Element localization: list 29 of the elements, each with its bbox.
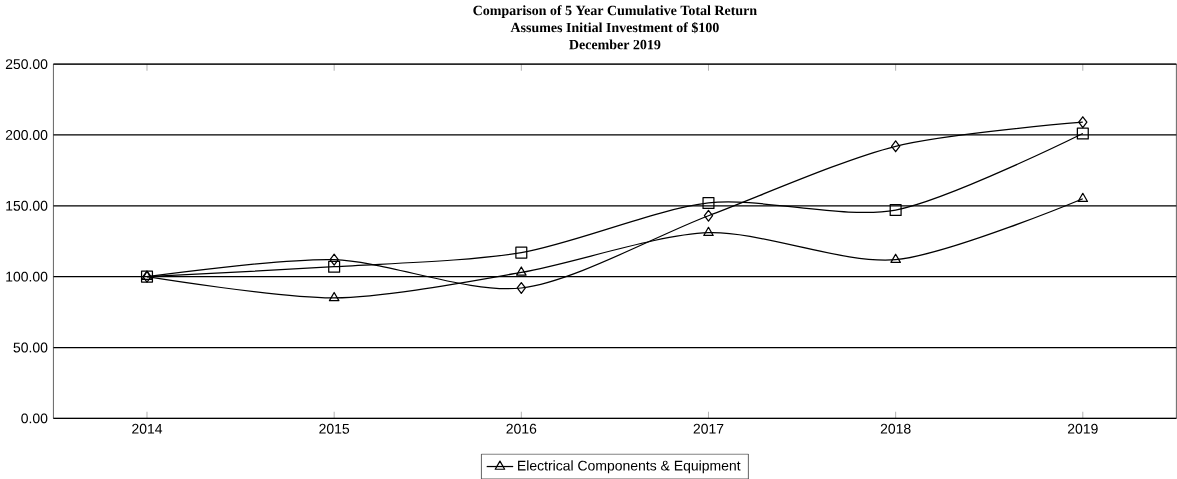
point bbox=[703, 226, 714, 236]
y-tick-label: 0.00 bbox=[21, 413, 48, 424]
point bbox=[328, 291, 340, 302]
point bbox=[515, 246, 528, 259]
x-tick-label: 2018 bbox=[880, 423, 911, 434]
x-tick-label: 2014 bbox=[132, 423, 163, 434]
legend-label: Electrical Components & Equipment bbox=[518, 460, 741, 474]
chart-title: Comparison of 5 Year Cumulative Total Return Assumes Initial Investment of $100 December 2019 bbox=[473, 5, 757, 50]
point bbox=[890, 253, 901, 263]
point bbox=[328, 260, 341, 273]
point bbox=[1076, 127, 1089, 140]
point bbox=[1077, 192, 1089, 202]
y-tick-label: 50.00 bbox=[13, 342, 48, 353]
point bbox=[703, 209, 714, 222]
y-tick-label: 250.00 bbox=[5, 59, 48, 69]
point bbox=[516, 281, 527, 294]
x-tick-label: 2015 bbox=[319, 423, 350, 434]
point bbox=[515, 266, 527, 276]
point bbox=[890, 140, 901, 153]
y-tick-label: 100.00 bbox=[6, 271, 48, 282]
x-tick-label: 2016 bbox=[506, 423, 537, 434]
point bbox=[889, 203, 902, 216]
point bbox=[329, 253, 339, 266]
x-tick-label: 2019 bbox=[1067, 423, 1098, 434]
point bbox=[702, 196, 715, 209]
y-tick-label: 150.00 bbox=[6, 200, 48, 211]
x-tick-label: 2017 bbox=[693, 423, 724, 434]
y-tick-label: 200.00 bbox=[5, 129, 48, 140]
point bbox=[1078, 116, 1088, 129]
